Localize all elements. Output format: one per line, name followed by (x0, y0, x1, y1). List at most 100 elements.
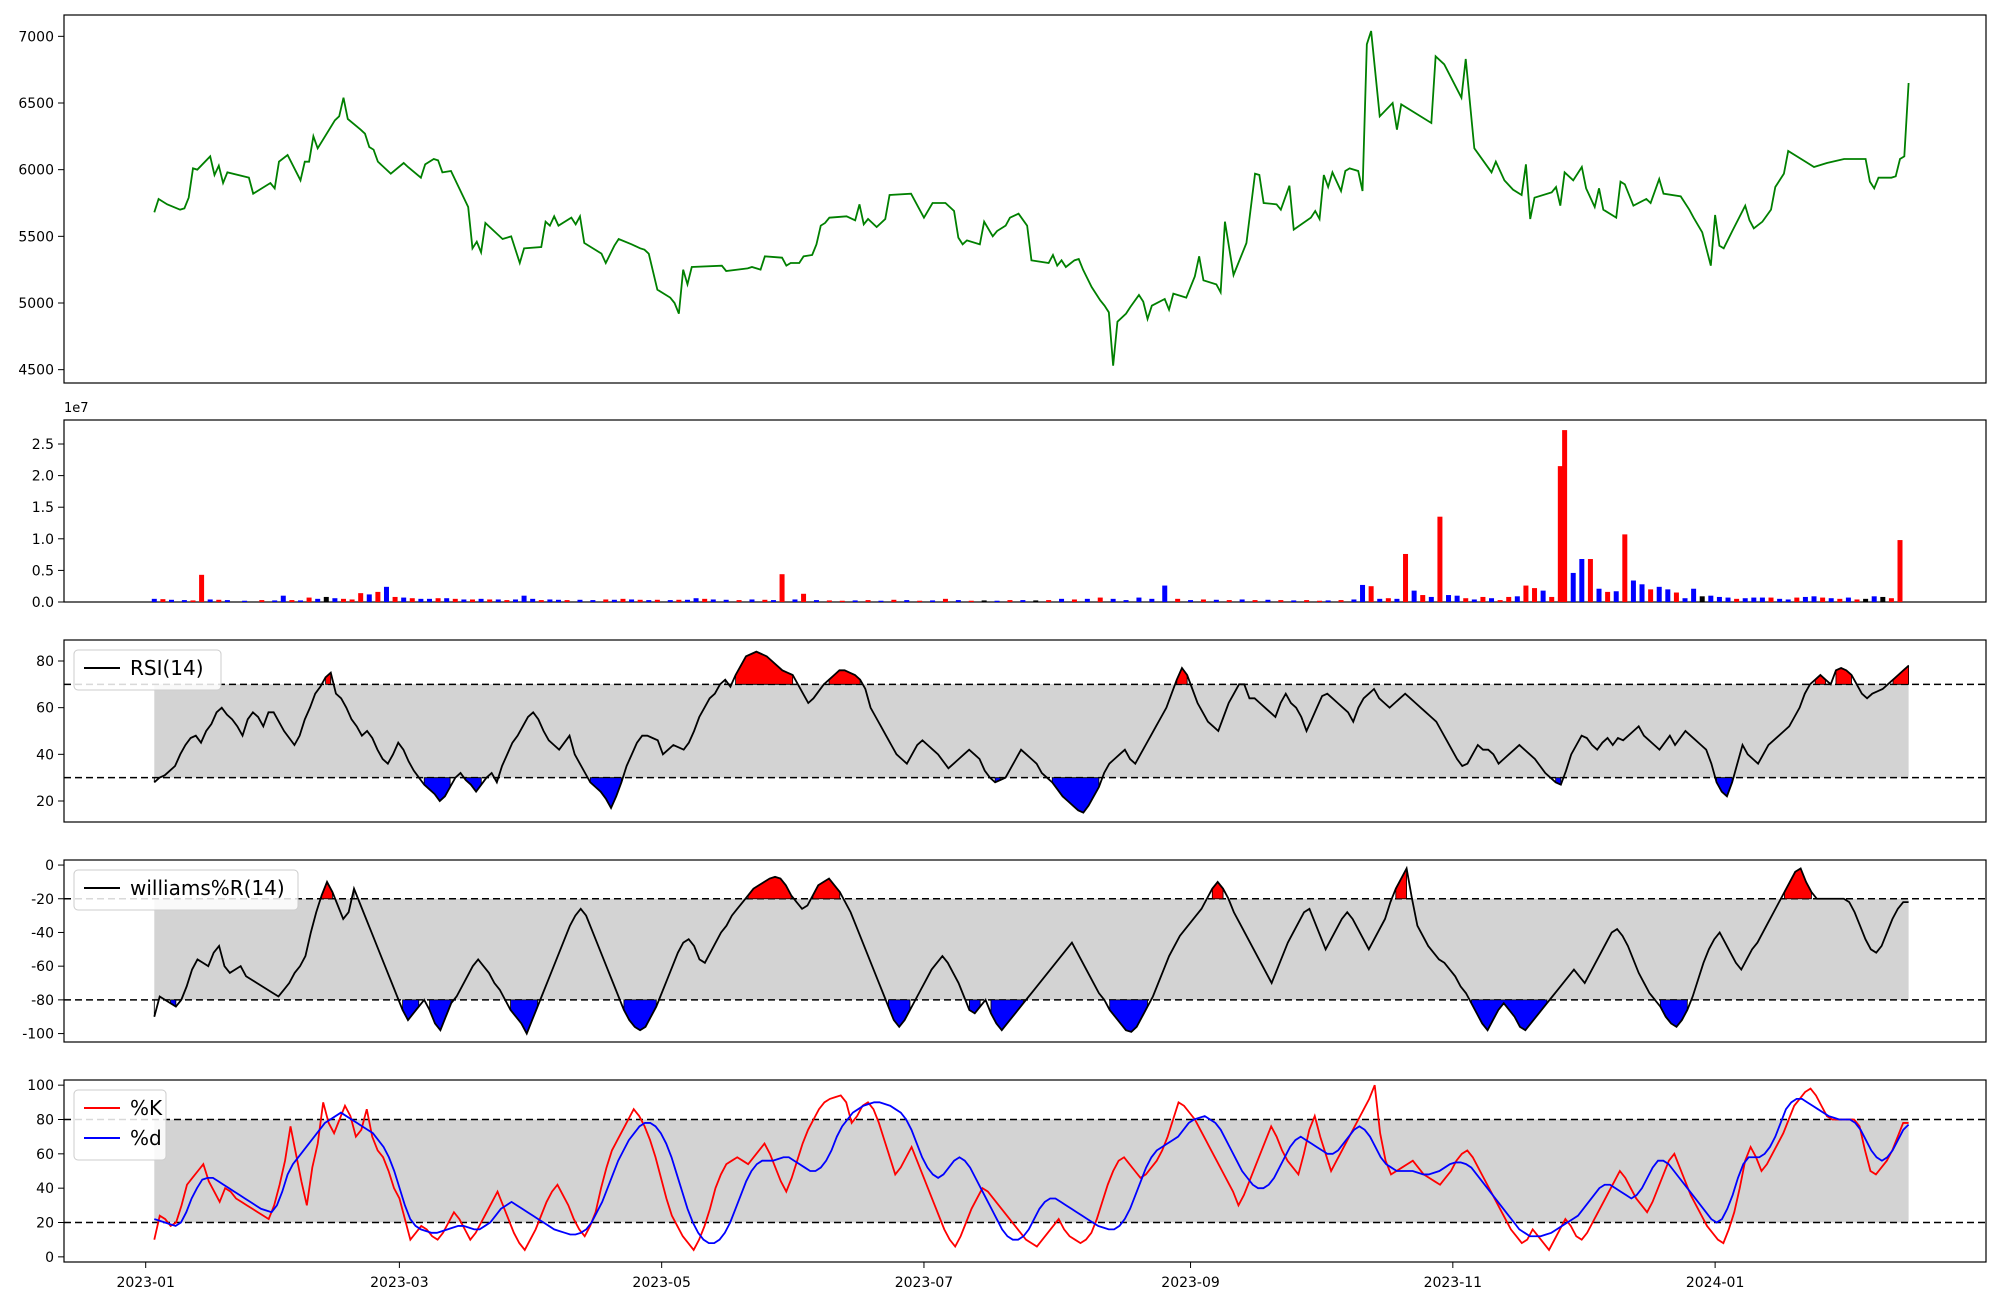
volume-bar (1570, 572, 1576, 602)
williams-oversold-fill (1470, 999, 1548, 1031)
volume-bar (1613, 591, 1619, 602)
volume-bar (1059, 598, 1065, 602)
volume-bar (521, 595, 527, 602)
volume-bar (280, 595, 286, 602)
volume-bar (1523, 585, 1529, 602)
stochastic-line-d (154, 1097, 1910, 1245)
volume-bar (1549, 596, 1555, 602)
rsi-band (154, 684, 1909, 778)
price-y-tick-label: 7000 (18, 29, 54, 45)
volume-bar (190, 600, 196, 602)
williams-y-tick-label: -100 (22, 1027, 54, 1043)
volume-bar (942, 598, 948, 602)
volume-bar (1880, 596, 1886, 602)
volume-bar (461, 599, 467, 602)
volume-bar (1630, 580, 1636, 602)
volume-bar (1377, 598, 1383, 602)
volume-bar (801, 593, 807, 602)
price-y-tick-label: 4500 (18, 363, 54, 379)
volume-bar (611, 599, 617, 602)
volume-bar (1579, 559, 1585, 602)
volume-bar (1742, 598, 1748, 602)
volume-bar (1046, 600, 1052, 602)
williams-y-tick-label: -80 (31, 993, 54, 1009)
volume-bar (478, 598, 484, 602)
volume-bar (839, 600, 845, 602)
volume-bar (151, 598, 157, 602)
williams-y-tick-label: 0 (45, 858, 54, 874)
stochastic-y-tick-label: 100 (27, 1078, 54, 1094)
volume-bar (1454, 595, 1460, 602)
volume-bar (1071, 599, 1077, 602)
volume-bar (1033, 600, 1039, 602)
volume-bar (1587, 559, 1593, 602)
stochastic-y-tick-label: 0 (45, 1250, 54, 1266)
volume-bar (981, 600, 987, 602)
volume-bar (878, 600, 884, 602)
volume-bar (1463, 598, 1469, 602)
volume-bar (495, 599, 501, 602)
volume-bar (1411, 590, 1417, 602)
volume-bar (1020, 600, 1026, 602)
volume-bar (207, 599, 213, 602)
volume-bar (792, 599, 798, 602)
volume-bar (1351, 599, 1357, 602)
volume-bar (1110, 598, 1116, 602)
volume-bar (1338, 600, 1344, 602)
volume-bar (538, 600, 544, 602)
stochastic-band (154, 1119, 1909, 1223)
x-tick-label: 2023-05 (632, 1275, 691, 1291)
volume-bar (637, 599, 643, 602)
stochastic-panel (63, 1079, 1987, 1263)
volume-bar (1777, 598, 1783, 602)
x-tick-label: 2024-01 (1686, 1275, 1745, 1291)
volume-bar (1123, 600, 1129, 602)
volume-bar (242, 600, 248, 602)
volume-bar (1691, 588, 1697, 602)
volume-bar (1532, 588, 1538, 602)
volume-bar (684, 599, 690, 602)
volume-bar (1471, 599, 1477, 602)
volume-y-tick-label: 0.0 (32, 595, 54, 611)
williams-y-tick-label: -40 (31, 925, 54, 941)
williams-legend-box (73, 869, 299, 911)
stochastic-y-tick-label: 20 (36, 1216, 54, 1232)
volume-bar (1708, 595, 1714, 602)
volume-bar (1871, 596, 1877, 602)
volume-bar (1863, 598, 1869, 602)
volume-bar (710, 599, 716, 602)
volume-bar (409, 598, 415, 602)
rsi-y-tick-label: 20 (36, 794, 54, 810)
volume-bar (1175, 598, 1181, 602)
volume-bar (1437, 516, 1443, 602)
price-y-tick-label: 5000 (18, 296, 54, 312)
williams-y-tick-label: -20 (31, 892, 54, 908)
volume-bar (332, 598, 338, 602)
volume-bar (1226, 600, 1232, 602)
volume-bar (1699, 596, 1705, 602)
volume-bar (1562, 430, 1568, 602)
volume-bar (1149, 598, 1155, 602)
volume-bar (1854, 599, 1860, 602)
volume-bar (1734, 598, 1740, 602)
stochastic-line-k (153, 1084, 1909, 1252)
volume-bar (1716, 596, 1722, 602)
volume-bar (512, 599, 518, 602)
volume-bar (1768, 597, 1774, 602)
rsi-line (153, 650, 1910, 814)
volume-bar (564, 600, 570, 602)
volume-bar (1506, 596, 1512, 602)
volume-bar (181, 600, 187, 602)
rsi-overbought-fill (828, 669, 861, 685)
stochastic-legend-label: %d (130, 1126, 162, 1150)
volume-bar (469, 599, 475, 602)
volume-bar (1759, 597, 1765, 602)
volume-bar (955, 600, 961, 602)
volume-bar (199, 574, 205, 602)
volume-bar (1514, 596, 1520, 602)
volume-bar (1540, 590, 1546, 602)
volume-bar (1888, 598, 1894, 602)
rsi-overbought-fill (1835, 667, 1852, 685)
volume-bar (1725, 597, 1731, 602)
volume-bar (620, 598, 626, 602)
